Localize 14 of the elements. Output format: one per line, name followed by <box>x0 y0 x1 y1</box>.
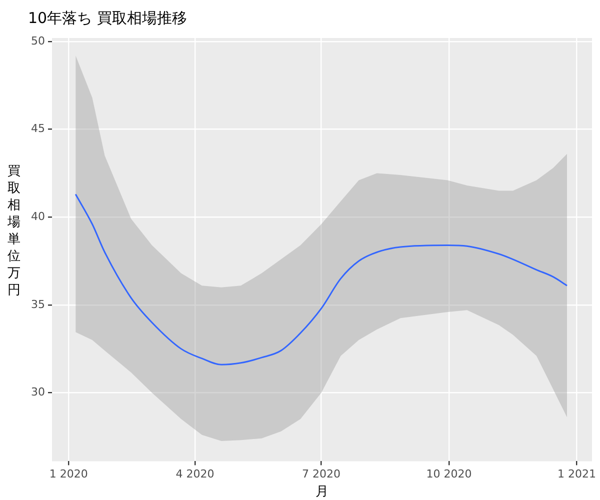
y-tick-label: 30 <box>30 386 45 399</box>
y-tick-label: 40 <box>30 210 45 223</box>
y-tick-label: 45 <box>30 122 45 136</box>
y-tick-label: 35 <box>30 298 45 311</box>
y-tick-label: 50 <box>30 34 45 48</box>
x-tick-label: 7 2020 <box>302 468 341 481</box>
x-tick-label: 10 2020 <box>426 468 472 481</box>
x-axis-title: 月 <box>316 484 328 500</box>
x-tick-label: 1 2021 <box>557 468 596 481</box>
x-tick-label: 1 2020 <box>49 468 88 481</box>
x-tick-label: 4 2020 <box>176 468 214 481</box>
chart-title: 10年落ち 買取相場推移 <box>28 8 187 27</box>
y-axis-title: 買取相場単位万円 <box>6 163 22 299</box>
line-series <box>74 194 568 366</box>
